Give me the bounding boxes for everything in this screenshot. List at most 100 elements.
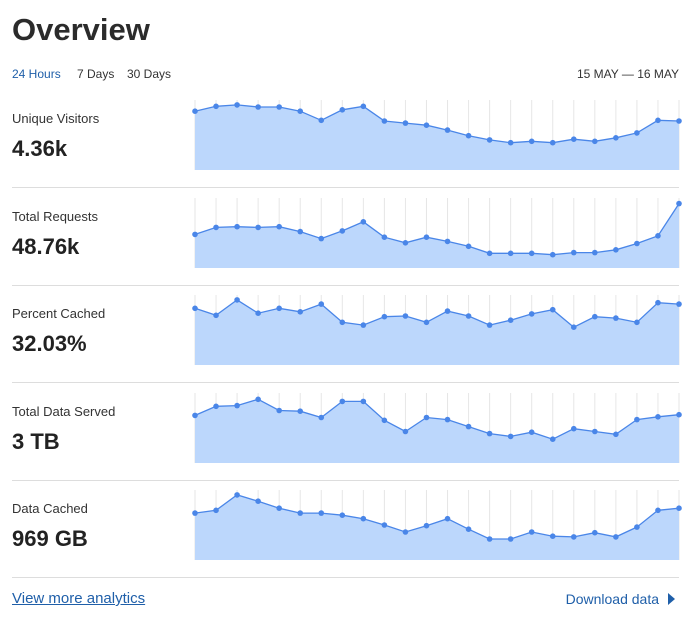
sparkline-point [213,224,219,230]
sparkline-point [634,524,640,530]
sparkline-point [318,510,325,516]
download-button[interactable]: Download data [566,591,679,607]
sparkline-point [318,235,325,241]
view-more-link[interactable]: View more analytics [12,590,146,607]
separator [12,187,679,188]
date-range: 15 MAY — 16 MAY [576,67,679,81]
sparkline-point [297,108,304,114]
sparkline-area [195,203,679,268]
sparkline-point [234,492,240,498]
sparkline-point [507,317,514,323]
sparkline-point [486,250,493,256]
separator [12,577,679,578]
sparkline-point [570,425,577,431]
sparkline-line [194,104,680,144]
sparkline-point [634,240,640,246]
sparkline-point [655,507,661,514]
sparkline [192,295,682,365]
sparkline-point [339,107,346,113]
sparkline [192,392,682,463]
sparkline-point [528,428,535,435]
sparkline-point [213,507,219,514]
sparkline-point [634,416,640,422]
sparkline-point [634,319,640,326]
sparkline-point [613,431,619,437]
sparkline-point [676,118,682,124]
metric-label: Data Cached [12,501,88,516]
sparkline-point [570,324,577,330]
sparkline-point [213,103,219,110]
sparkline-point [297,228,304,234]
sparkline-point [423,414,430,420]
sparkline-point [528,250,535,256]
sparkline-point [381,522,388,528]
sparkline-point [486,430,493,436]
time-tab[interactable]: 7 Days [77,67,115,81]
sparkline-point [613,246,619,253]
sparkline-area [195,299,679,365]
metric-value: 48.76k [12,233,80,259]
sparkline-point [634,130,640,136]
sparkline-point [423,122,430,128]
sparkline-point [444,127,451,133]
download-label: Download data [565,591,659,607]
sparkline-point [381,313,388,320]
metric-label: Percent Cached [12,306,106,321]
sparkline-point [318,301,325,307]
sparkline-point [528,138,535,145]
sparkline-line [194,494,680,540]
sparkline-line [194,202,680,255]
time-tab[interactable]: 30 Days [127,67,172,81]
sparkline-point [676,200,682,206]
sparkline-point [570,534,577,540]
sparkline-point [276,407,282,413]
sparkline-point [486,536,493,542]
time-tab[interactable]: 24 Hours [12,67,61,81]
sparkline-point [213,403,219,409]
sparkline-point [549,435,556,442]
sparkline-point [297,309,304,315]
sparkline-point [592,428,598,434]
sparkline-point [613,534,619,540]
sparkline-point [444,515,451,522]
sparkline-point [192,305,198,312]
sparkline-point [528,529,535,535]
sparkline-point [360,398,367,404]
sparkline-point [549,533,556,539]
sparkline-point [507,433,514,439]
sparkline-area [195,398,679,463]
sparkline-point [423,319,430,326]
sparkline-point [570,249,577,255]
sparkline-point [402,428,409,434]
sparkline-point [318,414,325,420]
sparkline-point [360,218,367,225]
sparkline-point [655,299,661,306]
sparkline-point [676,505,682,511]
sparkline-point [192,108,198,114]
sparkline [192,197,682,268]
sparkline-point [192,510,198,516]
sparkline-point [255,104,261,110]
sparkline-point [360,515,367,522]
sparkline-line [194,398,680,440]
sparkline-point [676,301,682,307]
sparkline-point [276,505,282,511]
sparkline-point [339,398,346,404]
separator [12,382,679,383]
sparkline-point [339,512,346,518]
sparkline-point [381,118,388,124]
sparkline [192,100,682,170]
sparkline-point [192,412,198,418]
sparkline [192,490,682,560]
sparkline-point [465,423,472,429]
sparkline-point [444,238,451,244]
sparkline-point [486,137,493,143]
sparkline-point [507,250,514,256]
sparkline-point [592,138,598,145]
sparkline-point [655,232,661,239]
sparkline-point [465,313,472,319]
sparkline-point [549,251,556,257]
sparkline-line [194,299,680,328]
sparkline-point [507,139,514,146]
sparkline-point [592,313,598,320]
